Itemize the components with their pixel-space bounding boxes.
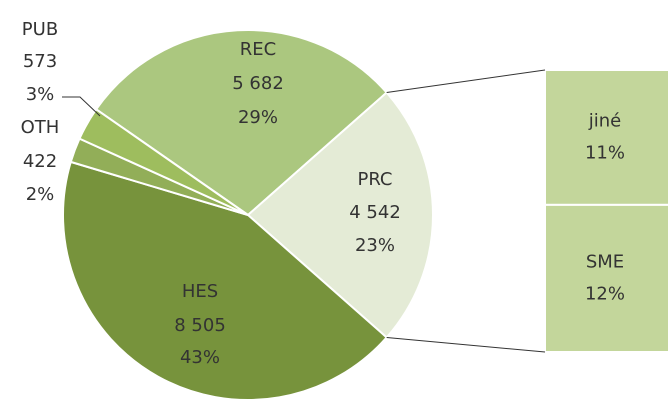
connector bbox=[386, 69, 546, 94]
slice-value: 573 bbox=[23, 51, 57, 72]
slice-value: 4 542 bbox=[349, 202, 401, 223]
pie-slice bbox=[246, 91, 434, 339]
pie-slice bbox=[62, 160, 389, 400]
pie-slice bbox=[78, 107, 249, 216]
connector bbox=[386, 336, 546, 353]
bar-segment bbox=[544, 69, 668, 206]
slice-label: OTH bbox=[21, 117, 60, 138]
slice-value: 8 505 bbox=[174, 315, 226, 336]
slice-label: HES bbox=[182, 281, 218, 302]
slice-percent: 29% bbox=[238, 107, 278, 128]
bar-label: SME bbox=[586, 251, 624, 272]
slice-label: PUB bbox=[22, 19, 58, 40]
slice-label: PRC bbox=[357, 169, 392, 190]
leader-line bbox=[62, 96, 101, 117]
slice-percent: 23% bbox=[355, 235, 395, 256]
slice-percent: 43% bbox=[180, 347, 220, 368]
bar-value: 12% bbox=[585, 283, 625, 304]
slice-percent: 3% bbox=[26, 84, 55, 105]
slice-label: REC bbox=[240, 39, 276, 60]
bar-segment bbox=[544, 203, 668, 353]
slice-value: 5 682 bbox=[232, 73, 284, 94]
slice-percent: 2% bbox=[26, 184, 55, 205]
bar-value: 11% bbox=[585, 142, 625, 163]
bar-label: jiné bbox=[588, 110, 621, 131]
pie-slice bbox=[94, 29, 389, 217]
slice-value: 422 bbox=[23, 151, 57, 172]
